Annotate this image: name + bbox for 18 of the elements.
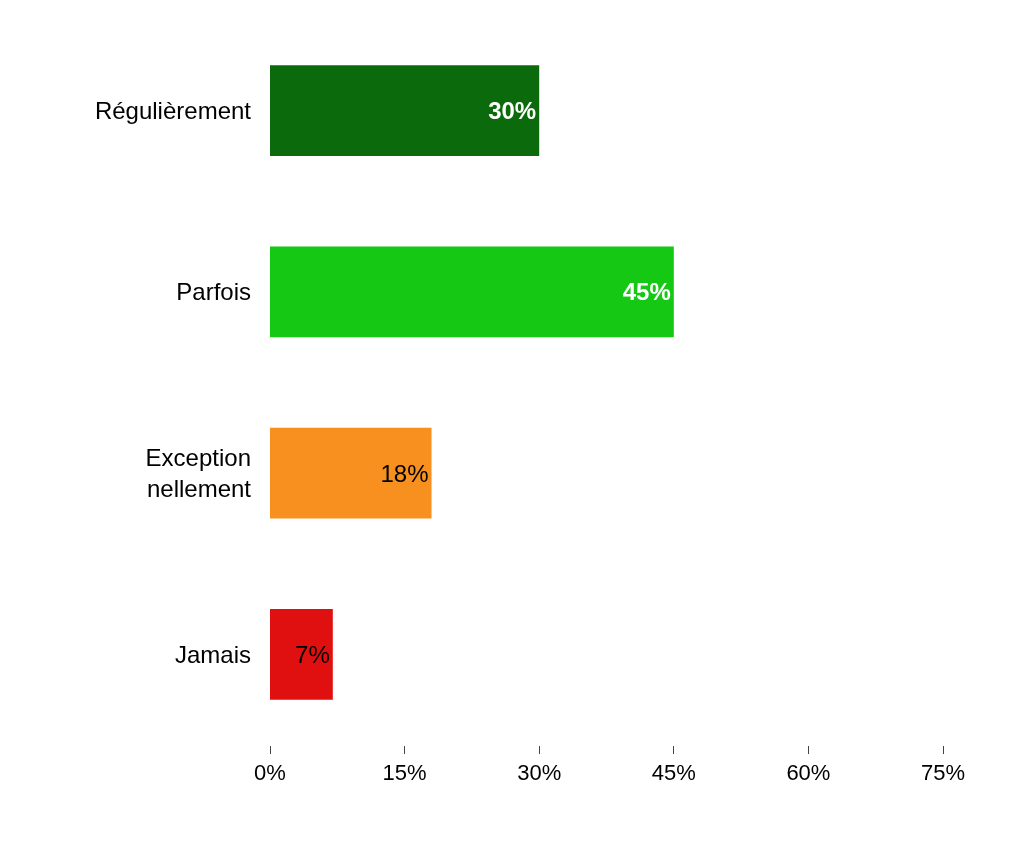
bar (270, 427, 432, 519)
data-label: 30% (488, 97, 537, 125)
y-tick-label: Régulièrement (94, 97, 252, 125)
data-label: 18% (380, 459, 429, 487)
x-tick-label: 60% (786, 760, 831, 786)
x-tick-label: 0% (254, 760, 286, 786)
x-tick-label: 30% (517, 760, 562, 786)
x-tick-label: 15% (382, 760, 427, 786)
bar (270, 246, 674, 338)
x-tick-label: 45% (651, 760, 696, 786)
data-label: 7% (295, 640, 330, 668)
y-tick-label: Jamais (174, 640, 251, 668)
data-label: 45% (622, 278, 671, 306)
y-tick-label: Exception nellement (145, 443, 252, 503)
y-tick-label: Parfois (176, 278, 251, 306)
bar (270, 65, 540, 156)
x-tick-label: 75% (920, 760, 966, 786)
bar (270, 609, 333, 700)
